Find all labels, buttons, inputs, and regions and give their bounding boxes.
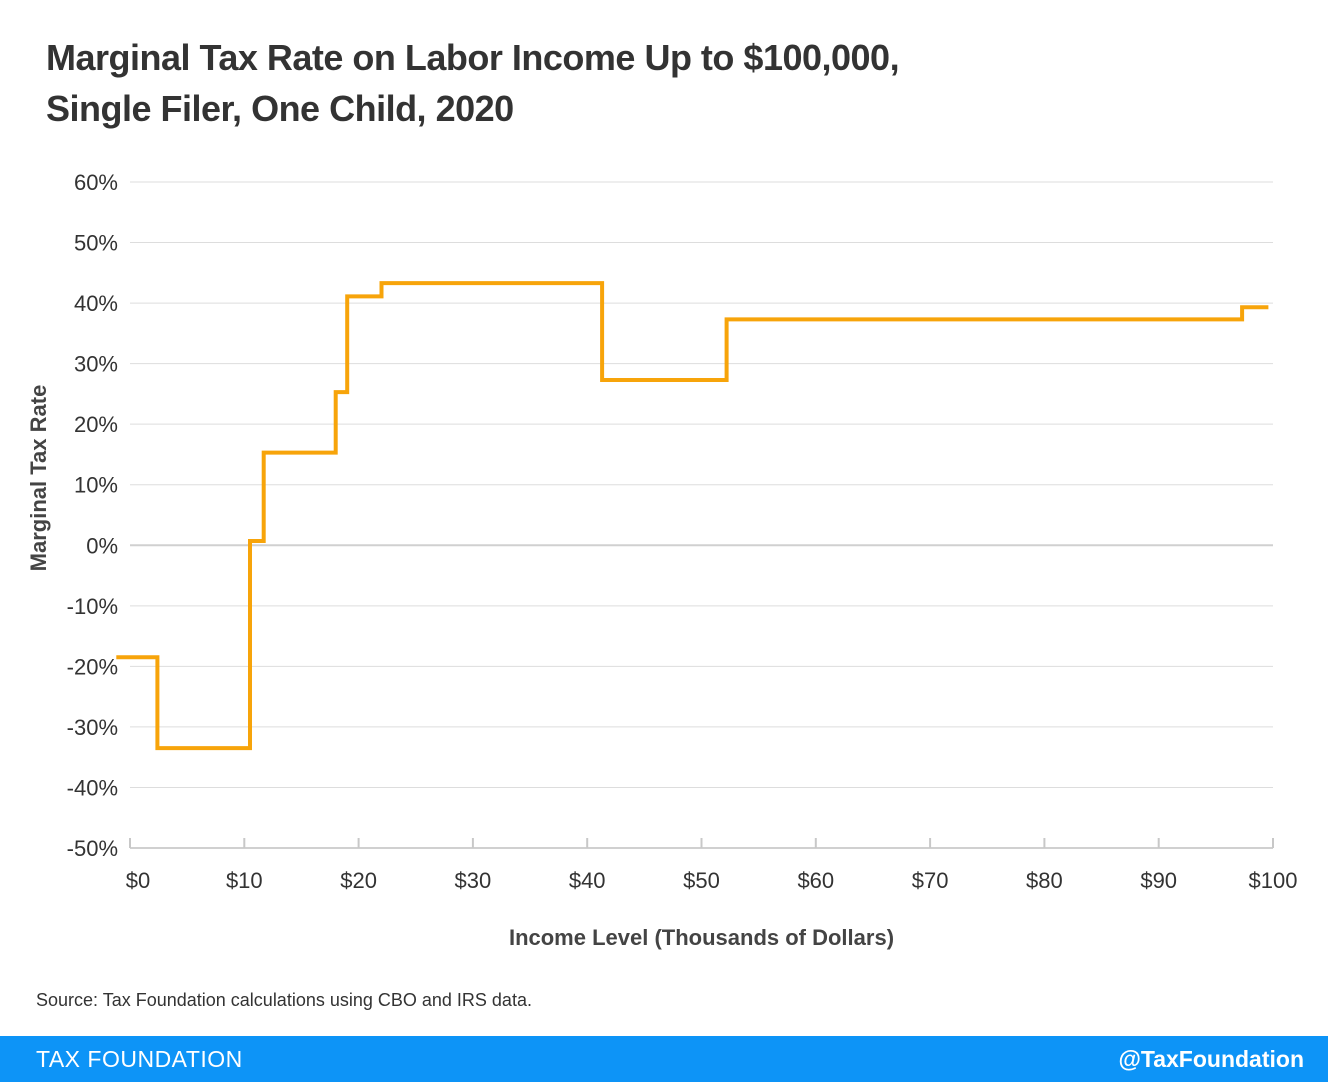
chart-title-line-2: Single Filer, One Child, 2020 (46, 88, 514, 129)
x-tick-label: $20 (340, 868, 377, 893)
y-tick-label: -20% (67, 654, 118, 679)
y-tick-label: 30% (74, 352, 118, 377)
x-tick-label: $60 (797, 868, 834, 893)
y-axis-title: Marginal Tax Rate (26, 385, 51, 572)
y-tick-label: -30% (67, 715, 118, 740)
y-tick-label: -50% (67, 836, 118, 861)
x-tick-label: $40 (569, 868, 606, 893)
y-tick-label: -10% (67, 594, 118, 619)
x-tick-label: $90 (1140, 868, 1177, 893)
x-tick-label: $10 (226, 868, 263, 893)
y-tick-label: 0% (86, 533, 118, 558)
chart-title-line-1: Marginal Tax Rate on Labor Income Up to … (46, 37, 900, 78)
chart-area: 60% 50% 40% 30% 20% 10% 0% -10% -20% -30% -40% -50%… (26, 170, 1298, 950)
source-note: Source: Tax Foundation calculations usin… (36, 990, 532, 1010)
x-tick-label: $0 (126, 868, 150, 893)
chart-title: Marginal Tax Rate on Labor Income Up to … (46, 32, 1246, 134)
y-tick-label: 10% (74, 473, 118, 498)
footer-brand: TAX FOUNDATION (36, 1046, 243, 1072)
y-tick-label: 40% (74, 291, 118, 316)
x-tick-label: $70 (912, 868, 949, 893)
y-tick-label: 20% (74, 412, 118, 437)
y-tick-label: 60% (74, 170, 118, 195)
footer-bar: TAX FOUNDATION @TaxFoundation (0, 1036, 1328, 1082)
series-line (116, 281, 1269, 751)
x-tick-label: $30 (455, 868, 492, 893)
x-tick-label: $100 (1249, 868, 1298, 893)
x-tick-label: $80 (1026, 868, 1063, 893)
x-axis-title: Income Level (Thousands of Dollars) (509, 925, 894, 950)
y-tick-label: 50% (74, 231, 118, 256)
x-tick-label: $50 (683, 868, 720, 893)
y-tick-label: -40% (67, 775, 118, 800)
footer-handle: @TaxFoundation (1118, 1046, 1304, 1072)
